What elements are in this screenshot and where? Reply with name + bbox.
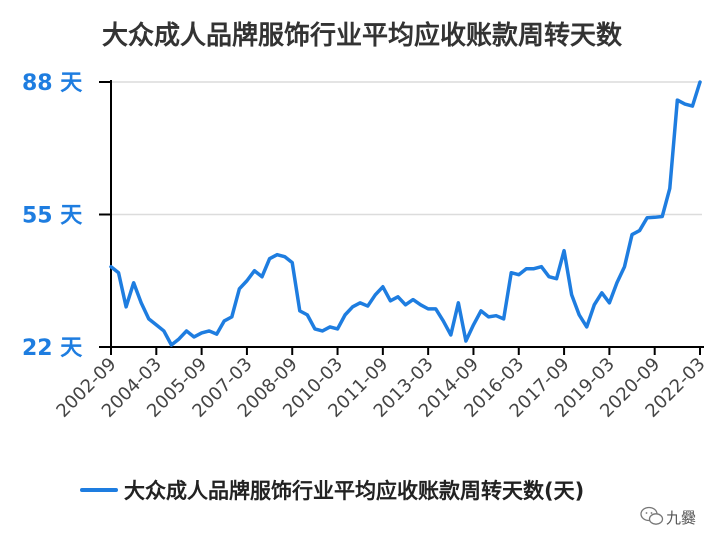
watermark: 九爨 (640, 506, 696, 527)
grid (111, 81, 702, 216)
y-ticks: 22 天 55 天 88 天 (22, 71, 111, 361)
watermark-text: 九爨 (666, 509, 696, 527)
wechat-icon (640, 506, 664, 525)
legend-label: 大众成人品牌服饰行业平均应收账款周转天数(天) (124, 479, 584, 503)
chart-title: 大众成人品牌服饰行业平均应收账款周转天数 (102, 20, 623, 51)
axes (99, 80, 704, 348)
legend: 大众成人品牌服饰行业平均应收账款周转天数(天) (80, 479, 584, 503)
series-line (109, 80, 702, 347)
y-tick-label-2: 88 天 (22, 71, 83, 96)
y-tick-label-0: 22 天 (22, 336, 83, 361)
x-ticks: 2002-092004-032005-092007-032008-092010-… (52, 347, 710, 422)
y-tick-label-1: 55 天 (22, 204, 83, 229)
